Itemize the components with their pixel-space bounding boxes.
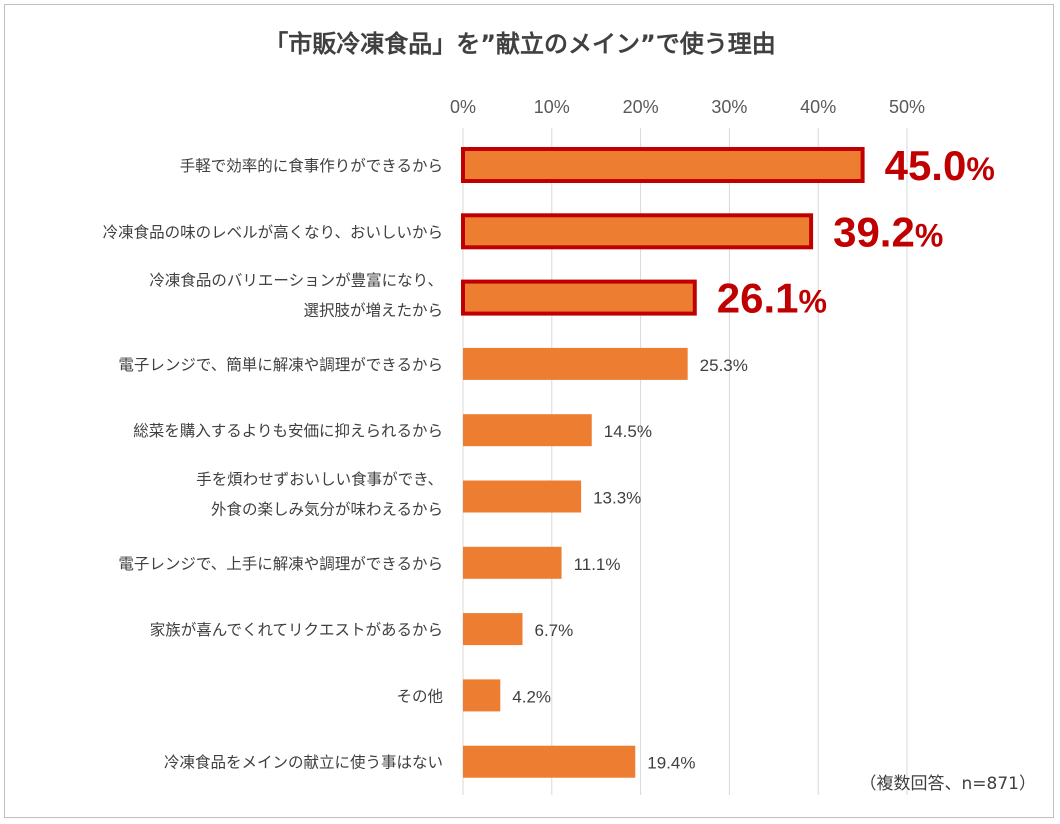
value-label-highlighted: 39.2%	[833, 208, 943, 255]
category-label: 電子レンジで、簡単に解凍や調理ができるから	[118, 356, 443, 374]
x-tick-label: 10%	[534, 97, 570, 117]
x-tick-label: 30%	[711, 97, 747, 117]
bar	[463, 480, 582, 513]
category-label: 手軽で効率的に食事作りができるから	[180, 157, 443, 175]
value-label-percent-sign: %	[799, 284, 827, 320]
x-tick-label: 20%	[623, 97, 659, 117]
sample-note: （複数回答、n=871）	[860, 774, 1036, 794]
category-label: 選択肢が増えたから	[303, 302, 443, 320]
bar	[463, 347, 688, 380]
bar	[463, 745, 636, 778]
value-label-highlighted: 45.0%	[885, 142, 995, 189]
bar	[463, 414, 592, 447]
value-label: 4.2%	[512, 687, 551, 706]
x-tick-label: 0%	[450, 97, 476, 117]
bar	[463, 613, 523, 646]
value-label: 25.3%	[700, 356, 748, 375]
bar-highlighted	[461, 213, 814, 250]
value-label: 6.7%	[534, 621, 573, 640]
value-label-percent-sign: %	[915, 217, 943, 253]
value-label: 11.1%	[574, 555, 621, 574]
value-label: 14.5%	[604, 422, 652, 441]
category-label: 家族が喜んでくれてリクエストがあるから	[150, 621, 443, 639]
x-tick-label: 50%	[889, 97, 925, 117]
bar	[463, 679, 501, 712]
bar-highlighted	[461, 279, 697, 316]
value-label: 19.4%	[647, 754, 695, 773]
x-tick-label: 40%	[800, 97, 836, 117]
category-label: 総菜を購入するよりも安価に抑えられるから	[133, 422, 443, 440]
bars	[461, 147, 865, 778]
bar	[463, 546, 562, 579]
value-label-percent-sign: %	[966, 151, 994, 187]
x-tick-labels: 0% 10% 20% 30% 40% 50%	[450, 97, 925, 117]
chart-frame	[4, 4, 1054, 818]
category-labels: 手軽で効率的に食事作りができるから冷凍食品の味のレベルが高くなり、おいしいから冷…	[103, 157, 443, 772]
chart-title: 「市販冷凍食品」を”献立のメイン”で使う理由	[264, 30, 776, 58]
category-label: その他	[396, 687, 443, 705]
category-label: 外食の楽しみ気分が味わえるから	[211, 501, 443, 519]
category-label: 冷凍食品のバリエーションが豊富になり、	[149, 272, 443, 290]
category-label: 冷凍食品をメインの献立に使う事はない	[164, 754, 443, 772]
category-label: 手を煩わせずおいしい食事ができ、	[196, 471, 443, 489]
value-label: 13.3%	[593, 489, 641, 508]
bar-highlighted	[461, 147, 865, 183]
value-label-highlighted: 26.1%	[717, 275, 827, 322]
category-label: 冷凍食品の味のレベルが高くなり、おいしいから	[103, 223, 443, 241]
category-label: 電子レンジで、上手に解凍や調理ができるから	[118, 555, 443, 573]
